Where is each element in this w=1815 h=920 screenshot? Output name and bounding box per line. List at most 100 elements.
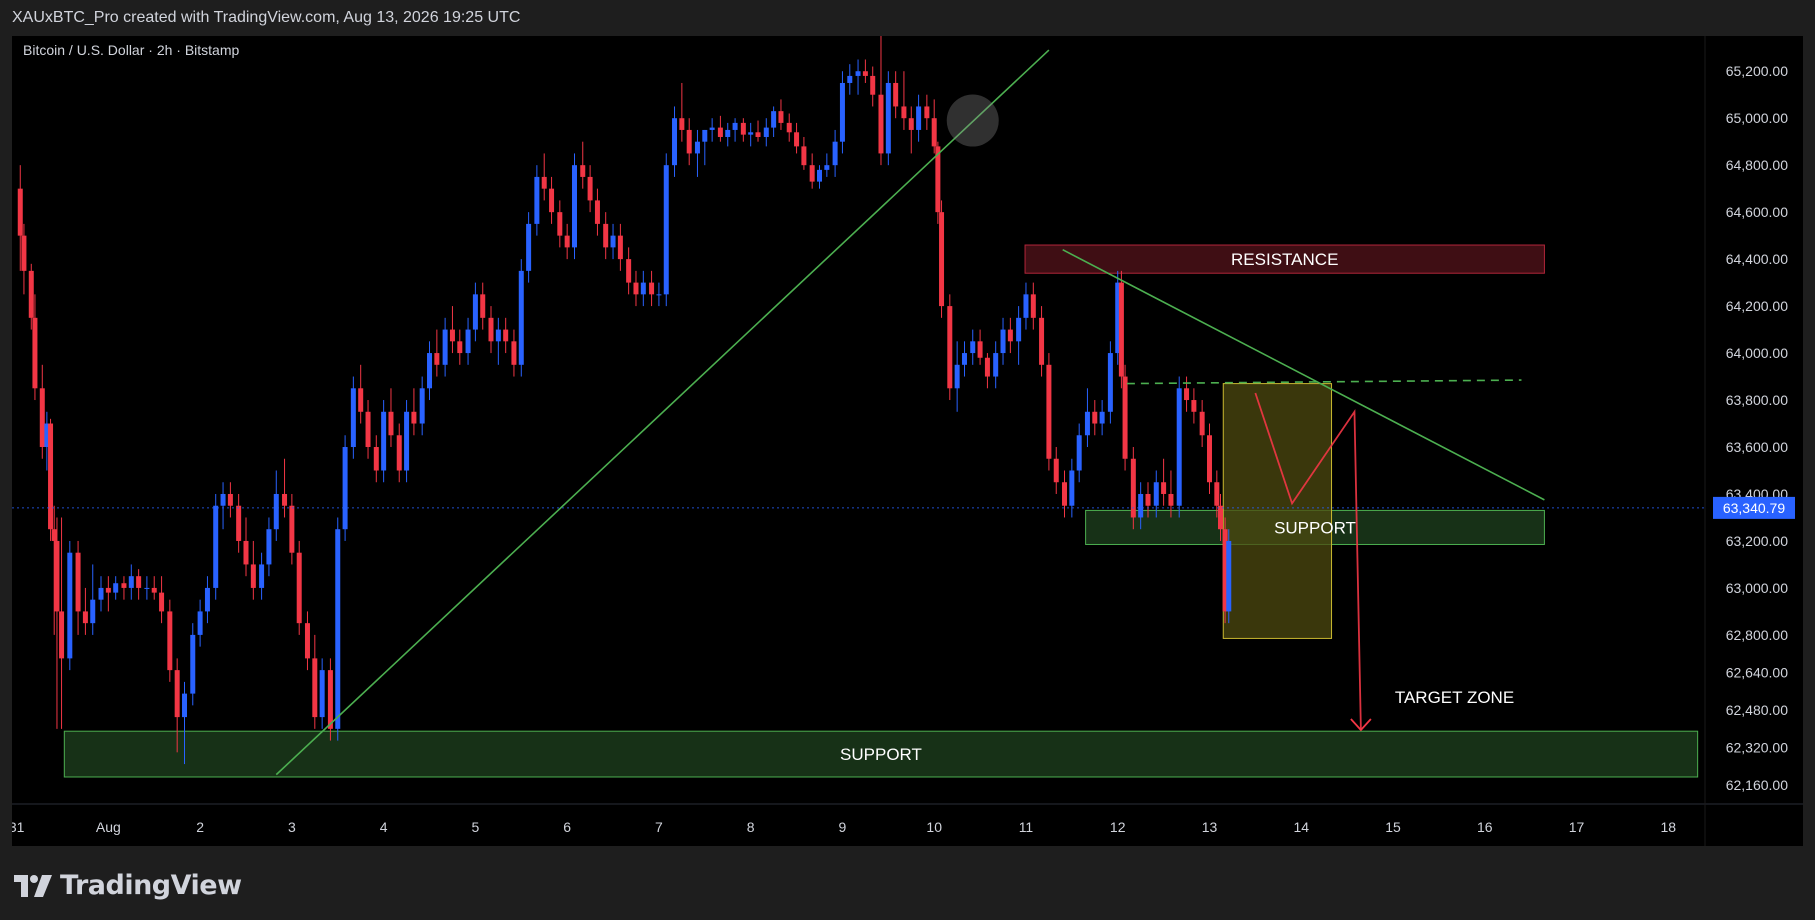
footer: TradingView xyxy=(0,846,1815,920)
candle-body xyxy=(885,82,891,154)
candle-body xyxy=(98,587,104,600)
y-tick-label: 62,640.00 xyxy=(1726,664,1788,680)
candle-body xyxy=(128,576,134,588)
x-tick-label: 15 xyxy=(1385,819,1401,835)
candle-body xyxy=(862,71,868,76)
candle-body xyxy=(82,611,88,624)
candle-body xyxy=(1084,411,1090,436)
candle-body xyxy=(1184,388,1190,401)
candle-body xyxy=(342,447,348,530)
candle-body xyxy=(151,587,157,593)
candle-body xyxy=(702,129,708,142)
candle-body xyxy=(1222,529,1228,612)
candle-body xyxy=(1217,505,1223,530)
candle-body xyxy=(1214,482,1220,506)
candle-body xyxy=(679,118,685,130)
candle-body xyxy=(144,587,150,589)
candle-body xyxy=(1092,411,1098,424)
candle-body xyxy=(381,411,387,471)
candle-body xyxy=(1000,329,1006,354)
candle-body xyxy=(54,540,60,612)
candle-body xyxy=(449,329,455,342)
candle-body xyxy=(213,505,219,588)
candle-body xyxy=(304,623,310,659)
x-tick-label: 13 xyxy=(1202,819,1218,835)
y-tick-label: 65,200.00 xyxy=(1726,63,1788,79)
tradingview-logo[interactable]: TradingView xyxy=(14,870,242,901)
y-tick-label: 64,600.00 xyxy=(1726,204,1788,220)
candle-body xyxy=(227,493,233,506)
candle-body xyxy=(771,111,777,128)
candle-body xyxy=(480,294,486,318)
trendline-1 xyxy=(1062,249,1545,501)
candle-body xyxy=(924,106,930,119)
candle-body xyxy=(824,165,830,170)
candle-body xyxy=(534,176,540,224)
candle-body xyxy=(594,200,600,224)
candle-body xyxy=(204,587,210,612)
candle-body xyxy=(51,529,57,541)
candle-body xyxy=(136,576,142,588)
candle-body xyxy=(564,235,570,248)
candle-body xyxy=(1145,493,1151,506)
candle-body xyxy=(266,529,272,565)
labels-layer: RESISTANCE SUPPORT SUPPORT TARGET ZONE xyxy=(840,250,1514,764)
candle-body xyxy=(656,294,662,296)
candle-body xyxy=(809,165,815,182)
y-tick-label: 63,800.00 xyxy=(1726,392,1788,408)
candle-body xyxy=(427,353,433,389)
x-tick-label: 10 xyxy=(926,819,942,835)
candle-body xyxy=(947,306,953,389)
candle-body xyxy=(1118,282,1124,377)
candle-body xyxy=(1176,388,1182,506)
candle-body xyxy=(878,94,884,154)
x-axis: 31 Aug 2 3 4 5 6 7 8 9 10 11 12 13 14 15 16 17 18 xyxy=(9,819,1676,835)
candle-body xyxy=(984,357,990,377)
candle-body xyxy=(1206,435,1212,483)
candle-body xyxy=(832,141,838,166)
candle-body xyxy=(1062,482,1068,506)
y-tick-label: 62,320.00 xyxy=(1726,740,1788,756)
tradingview-logo-icon xyxy=(14,874,52,897)
candle-body xyxy=(870,75,876,95)
candle-body xyxy=(75,552,81,612)
x-tick-label: 17 xyxy=(1569,819,1585,835)
zones-layer xyxy=(63,244,1699,778)
chart-title: Bitcoin / U.S. Dollar · 2h · Bitstamp xyxy=(23,42,240,58)
chart-area[interactable]: RESISTANCE SUPPORT SUPPORT TARGET ZONE 31 Au… xyxy=(9,36,1803,846)
candle-body xyxy=(105,587,111,593)
candle-body xyxy=(580,165,586,177)
candle-body xyxy=(1199,411,1205,436)
x-tick-label: 31 xyxy=(12,819,25,835)
support-zone-label: SUPPORT xyxy=(840,745,922,764)
candle-body xyxy=(1130,458,1136,518)
candle-body xyxy=(763,127,769,137)
candle-body xyxy=(748,132,754,135)
candle-body xyxy=(350,388,356,448)
candle-body xyxy=(939,212,945,307)
candle-body xyxy=(1153,482,1159,506)
candle-body xyxy=(32,317,38,389)
candle-body xyxy=(67,552,73,659)
candle-body xyxy=(709,127,715,130)
support-zone-label: SUPPORT xyxy=(1274,518,1356,537)
candle-body xyxy=(21,235,27,271)
candles-layer xyxy=(17,36,1232,765)
candle-body xyxy=(794,132,800,147)
y-tick-label: 64,800.00 xyxy=(1726,157,1788,173)
candle-body xyxy=(717,127,723,137)
candle-body xyxy=(1053,458,1059,483)
y-tick-label: 64,400.00 xyxy=(1726,251,1788,267)
x-tick-label: 16 xyxy=(1477,819,1493,835)
resistance-zone-0 xyxy=(1024,244,1545,274)
candle-body xyxy=(17,188,23,236)
x-tick-label: 6 xyxy=(563,819,571,835)
candle-body xyxy=(1191,400,1197,412)
candle-body xyxy=(954,364,960,389)
candle-body xyxy=(167,611,173,671)
tradingview-brand-text: TradingView xyxy=(60,870,242,901)
candle-body xyxy=(1023,294,1029,318)
candle-body xyxy=(243,540,249,565)
candle-body xyxy=(801,146,807,166)
candle-body xyxy=(296,552,302,624)
